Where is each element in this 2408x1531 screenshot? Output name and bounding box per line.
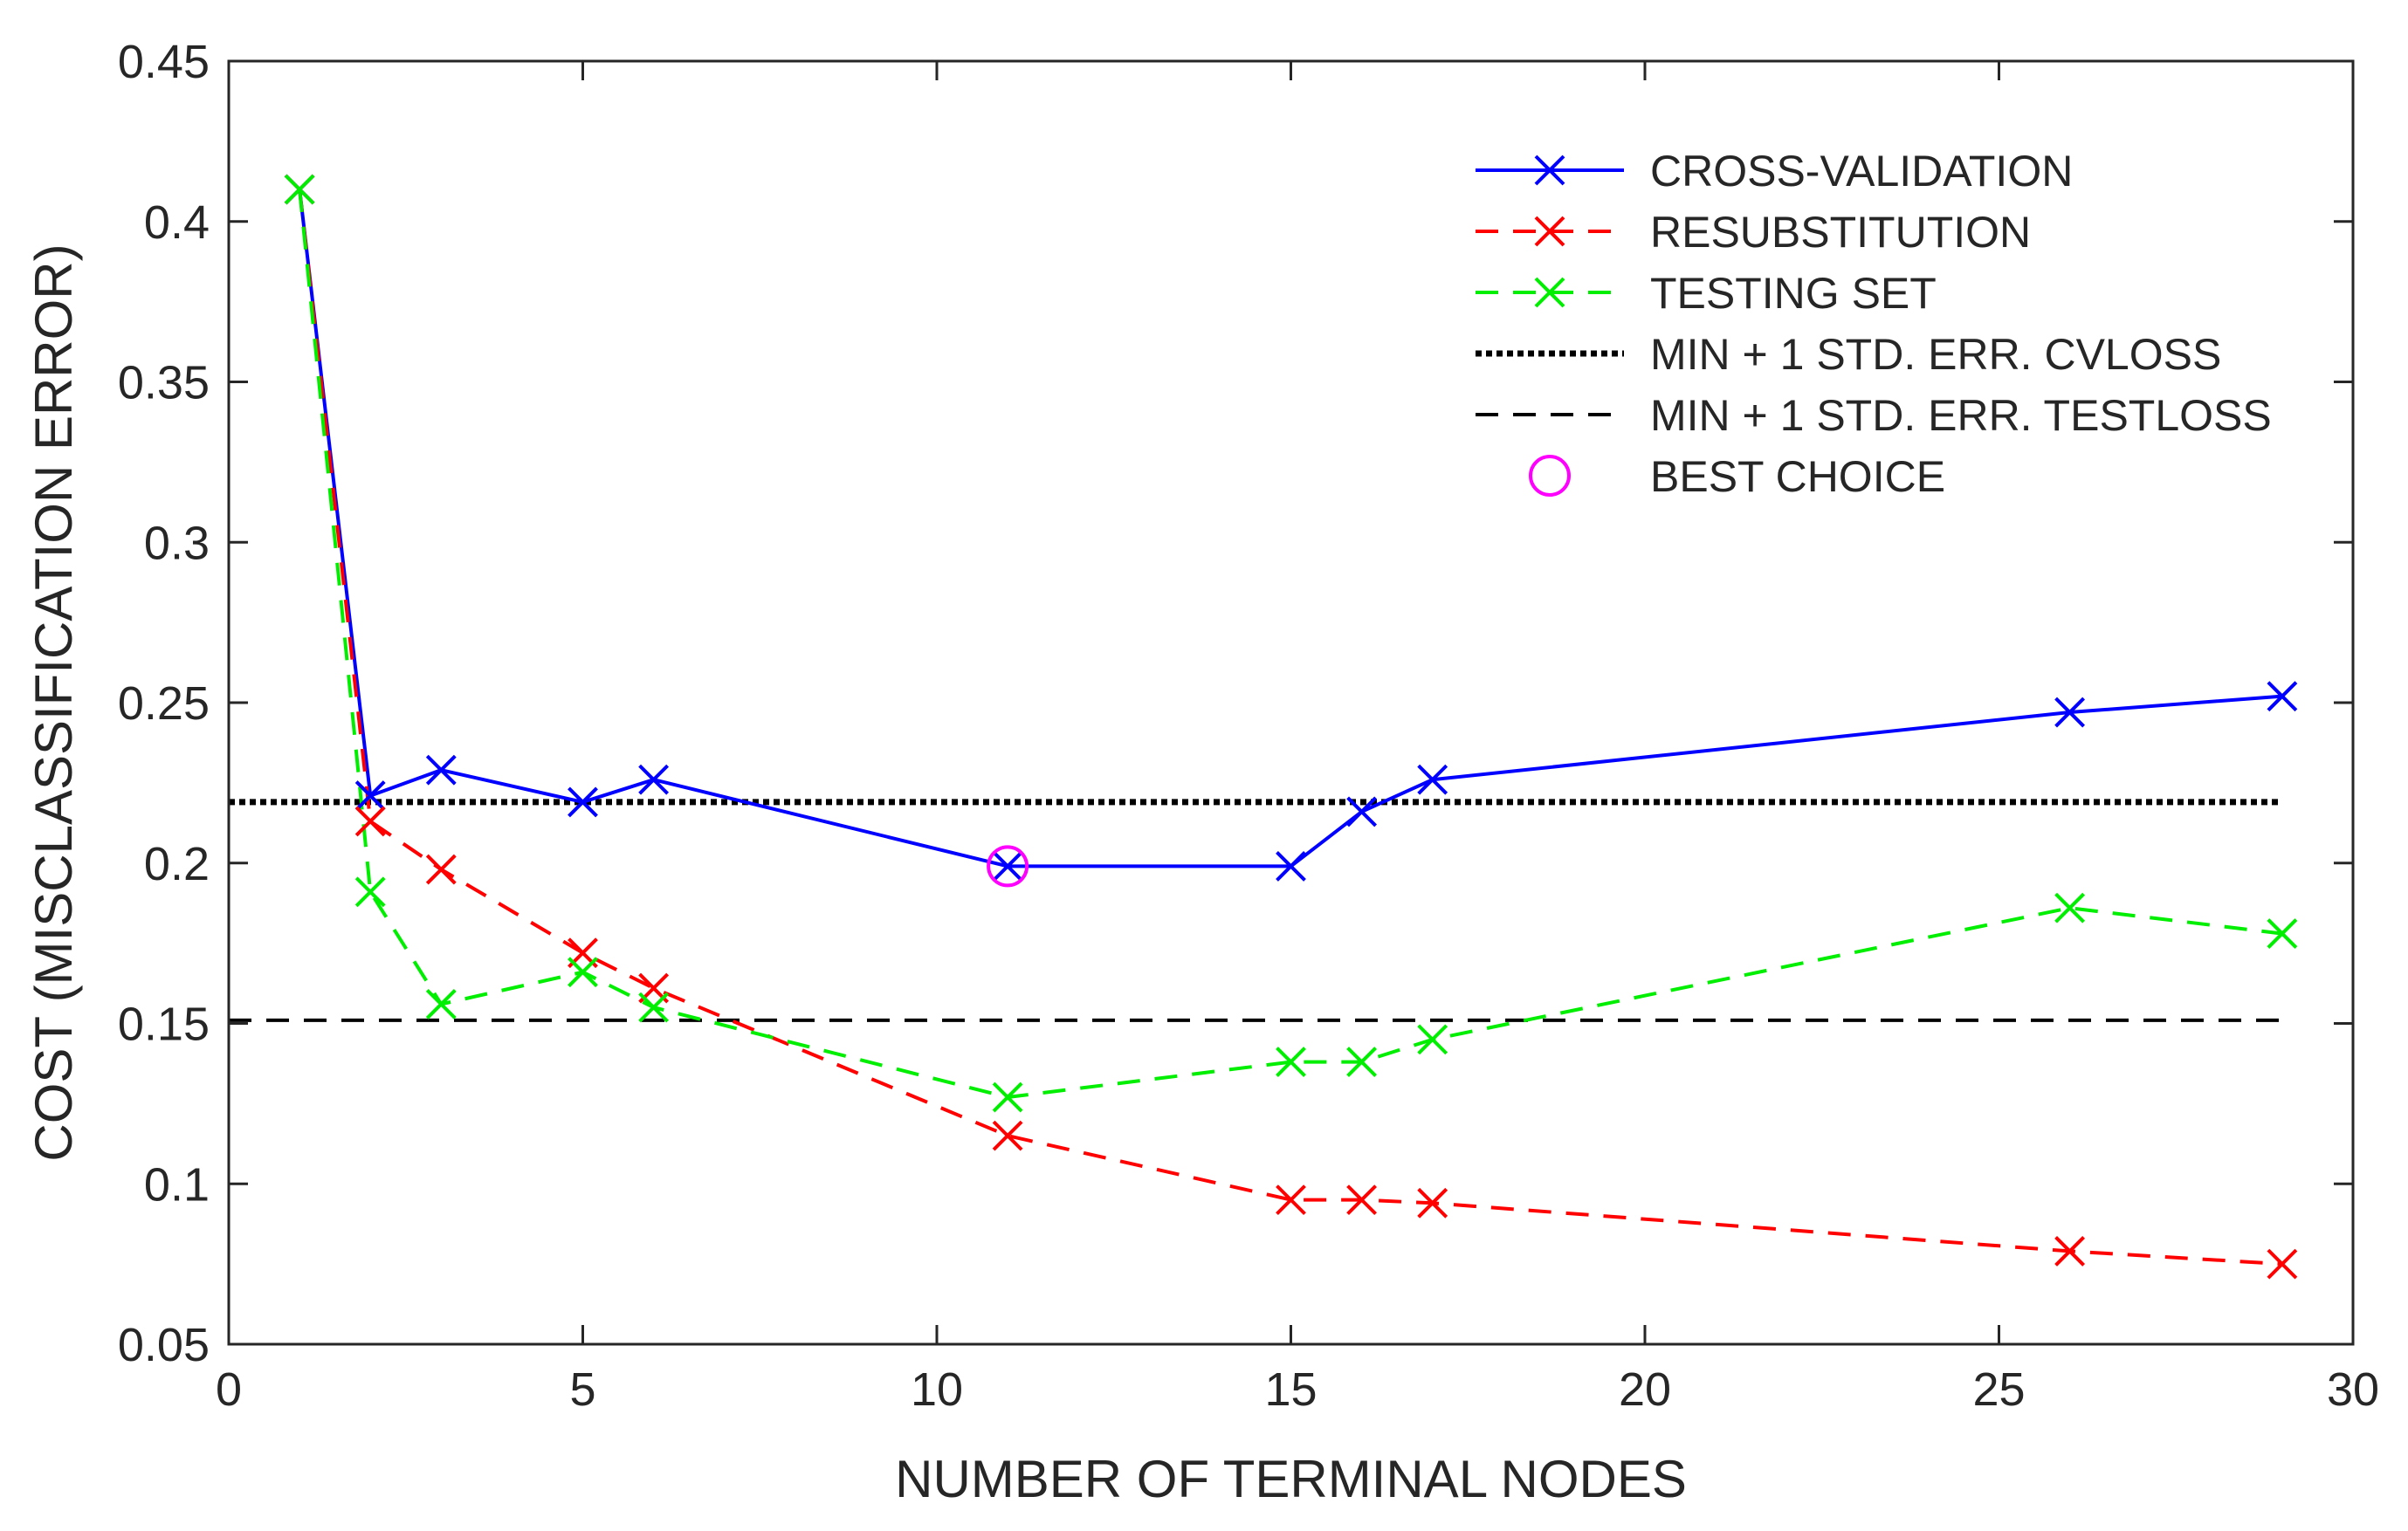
data-point-resubstitution [1276,1184,1306,1216]
legend-marker-resubstitution [1534,216,1565,247]
y-tick-label: 0.15 [118,999,210,1051]
y-tick-label: 0.45 [118,36,210,88]
data-point-testing-set [568,957,598,988]
data-point-testing-set [638,992,670,1023]
data-point-testing-set [354,876,386,908]
axes: 0 5 10 15 20 25 30 0.05 0.1 0.15 0.2 0.25 0.3 0.35 0.4… [24,36,2379,1508]
x-axis-title: NUMBER OF TERMINAL NODES [895,1450,1687,1508]
data-point-resubstitution [354,806,386,837]
legend-marker-best-choice [1529,455,1571,497]
data-point-cross-validation [638,764,670,795]
legend: CROSS-VALIDATION RESUBSTITUTION TESTING SE… [1476,147,2272,501]
data-point-testing-set [425,989,457,1020]
axes-box [227,59,2355,1346]
data-point-cross-validation [2054,697,2086,728]
data-point-resubstitution [2267,1248,2298,1280]
data-point-cross-validation [1276,851,1306,882]
legend-label-best-choice: BEST CHOICE [1650,452,1945,501]
data-point-cross-validation [425,754,457,786]
data-point-testing-set [1417,1024,1448,1055]
y-tick-label: 0.1 [144,1158,210,1211]
x-tick-label: 25 [1972,1363,2025,1416]
legend-label-testing-set: TESTING SET [1650,269,1937,318]
data-point-testing-set [1276,1047,1306,1078]
data-point-cross-validation [1346,796,1378,827]
data-point-resubstitution [1346,1184,1378,1216]
x-tick-label: 0 [216,1363,242,1416]
y-tick-label: 0.2 [144,838,210,890]
best-choice-marker [987,845,1029,888]
x-tick-label: 30 [2327,1363,2379,1416]
x-tick-label: 5 [569,1363,595,1416]
x-tick-label: 15 [1264,1363,1317,1416]
x-tick-label: 10 [911,1363,963,1416]
y-tick-label: 0.35 [118,357,210,409]
legend-label-min-1-std-err-testloss: MIN + 1 STD. ERR. TESTLOSS [1650,391,2272,440]
data-point-testing-set [2267,918,2298,950]
y-axis-title: COST (MISCLASSIFICATION ERROR) [24,244,83,1161]
data-point-cross-validation [568,786,598,818]
data-point-testing-set [992,1081,1023,1113]
legend-marker-cross-validation [1534,154,1565,186]
y-tick-label: 0.4 [144,196,210,249]
data-point-resubstitution [2054,1236,2086,1267]
data-point-resubstitution [1417,1187,1448,1219]
data-point-testing-set [1346,1047,1378,1078]
data-point-testing-set [284,174,315,205]
data-point-testing-set [2054,892,2086,923]
data-point-cross-validation [1417,764,1448,795]
legend-label-cross-validation: CROSS-VALIDATION [1650,147,2073,196]
legend-label-min-1-std-err-cvloss: MIN + 1 STD. ERR. CVLOSS [1650,330,2221,379]
legend-marker-testing-set [1534,277,1565,308]
data-point-cross-validation [354,780,386,811]
y-tick-label: 0.05 [118,1319,210,1371]
data-point-resubstitution [425,854,457,885]
legend-label-resubstitution: RESUBSTITUTION [1650,208,2031,257]
series-line-cross-validation [298,189,2283,868]
y-tick-label: 0.25 [118,677,210,730]
plot-area [229,174,2298,1280]
data-point-resubstitution [992,1120,1023,1151]
series-line-resubstitution [298,189,2283,1267]
data-point-cross-validation [992,851,1023,882]
x-tick-label: 20 [1619,1363,1671,1416]
y-tick-label: 0.3 [144,517,210,569]
data-point-cross-validation [2267,681,2298,712]
